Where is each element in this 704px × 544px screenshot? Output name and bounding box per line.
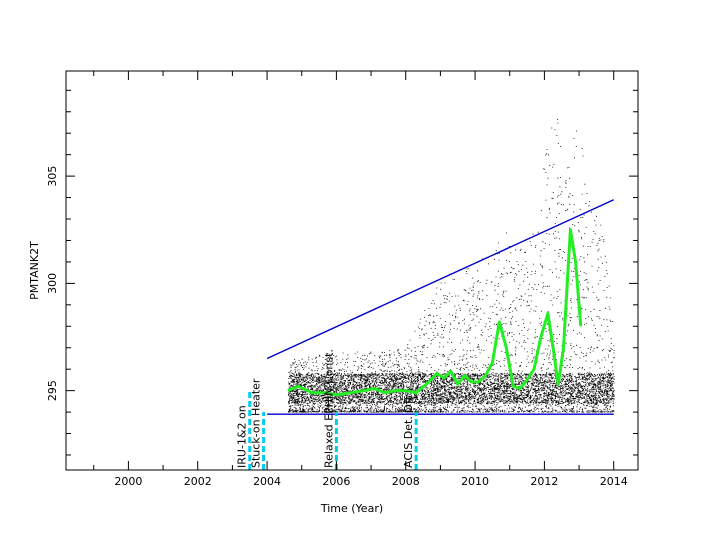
x-axis-label: Time (Year) — [320, 502, 383, 515]
x-tick-label: 2004 — [253, 475, 281, 488]
event-label: Stuck-on Heater — [250, 378, 263, 468]
y-tick-label: 305 — [46, 166, 59, 187]
event-label: IRU-1&2 on — [236, 405, 249, 468]
x-tick-label: 2002 — [184, 475, 212, 488]
smooth-series-line — [287, 228, 583, 397]
x-tick-label: 2008 — [392, 475, 420, 488]
limit-line-upper — [266, 199, 615, 360]
smooth-fit — [287, 228, 583, 397]
x-tick-label: 2010 — [461, 475, 489, 488]
x-tick-label: 2000 — [114, 475, 142, 488]
limit-lines — [266, 199, 615, 415]
y-axis-label: PMTANK2T — [28, 241, 41, 300]
x-tick-label: 2012 — [530, 475, 558, 488]
plot-frame — [65, 70, 639, 471]
scatter-points — [287, 119, 615, 413]
x-tick-label: 2006 — [322, 475, 350, 488]
scatter-cloud — [287, 119, 615, 413]
event-label: Relaxed EPHIN Const. — [322, 349, 335, 468]
event-label: ACIS Det. Off — [402, 396, 415, 468]
x-tick-label: 2014 — [600, 475, 628, 488]
y-tick-label: 295 — [46, 380, 59, 401]
event-markers: IRU-1&2 on Stuck-on Heater Relaxed EPHIN C… — [236, 349, 418, 470]
y-tick-label: 300 — [46, 273, 59, 294]
axis-ticks: 2000 2002 2004 2006 2008 2010 2012 2014 295 300 30… — [46, 71, 638, 488]
